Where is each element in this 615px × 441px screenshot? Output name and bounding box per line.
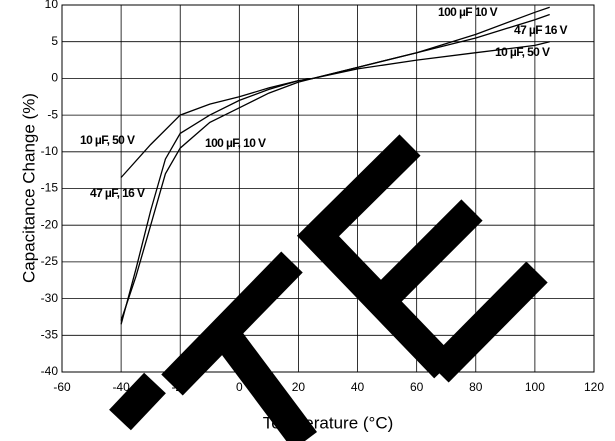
x-tick-label: 40 bbox=[351, 380, 365, 394]
y-axis-title: Capacitance Change (%) bbox=[19, 93, 38, 283]
watermark-stroke bbox=[427, 261, 548, 383]
series-line bbox=[120, 13, 550, 325]
x-tick-label: -40 bbox=[112, 380, 130, 394]
x-tick-label: -60 bbox=[53, 380, 71, 394]
watermark-stroke bbox=[209, 321, 318, 441]
x-tick-label: 120 bbox=[584, 380, 604, 394]
y-tick-label: -15 bbox=[41, 181, 59, 195]
series-label: 100 µF, 10 V bbox=[205, 136, 266, 150]
series-label: 10 µF, 50 V bbox=[80, 133, 135, 147]
x-tick-label: 0 bbox=[236, 380, 243, 394]
y-tick-label: 5 bbox=[51, 34, 58, 48]
y-tick-label: -10 bbox=[41, 144, 59, 158]
x-tick-label: 100 bbox=[525, 380, 545, 394]
x-tick-label: 80 bbox=[469, 380, 483, 394]
y-tick-label: -20 bbox=[41, 217, 59, 231]
y-tick-label: -40 bbox=[41, 364, 59, 378]
x-tick-label: 60 bbox=[410, 380, 424, 394]
plot-frame bbox=[61, 4, 595, 373]
y-tick-label: 10 bbox=[45, 0, 59, 11]
watermark-stroke bbox=[373, 199, 483, 309]
series-line bbox=[120, 6, 550, 321]
series-label: 47 µF, 16 V bbox=[90, 186, 145, 200]
y-tick-label: 0 bbox=[51, 71, 58, 85]
annotation: 10 µF, 50 V bbox=[495, 45, 550, 59]
y-tick-label: -35 bbox=[41, 327, 59, 341]
series-line bbox=[120, 41, 550, 178]
plot-area: -60 -40 -20 0 20 40 60 80 100 120-40-35-30-25-20-… bbox=[41, 0, 605, 394]
watermark bbox=[109, 134, 548, 441]
y-tick-label: -25 bbox=[41, 254, 59, 268]
x-tick-label: 20 bbox=[292, 380, 306, 394]
annotation: 47 µF 16 V bbox=[514, 23, 568, 37]
watermark-stroke bbox=[109, 372, 166, 431]
watermark-stroke bbox=[296, 134, 456, 379]
annotation: 100 µF 10 V bbox=[438, 5, 498, 19]
y-tick-label: -30 bbox=[41, 291, 59, 305]
y-tick-label: -5 bbox=[47, 107, 58, 121]
